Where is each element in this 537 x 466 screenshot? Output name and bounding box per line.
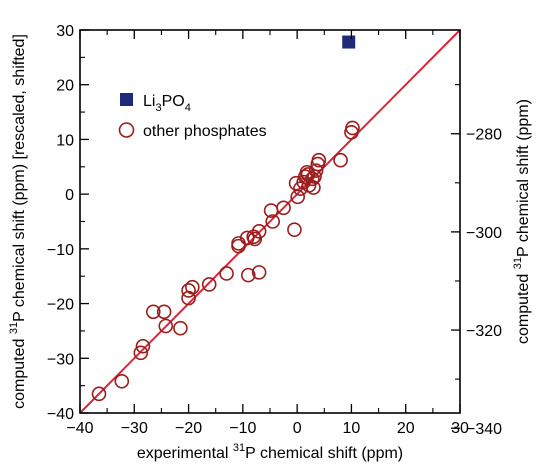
y-tick-label: 0 [65,187,74,204]
y-tick-label: −30 [47,351,74,368]
y2-tick-label: −280 [466,127,502,144]
y-tick-label: −40 [47,406,74,423]
x-tick-label: 30 [451,420,469,437]
axis-ticks: −40 −30 −20 −10 0 10 20 30 −40 −30 −20 −10 0 10 20 30 −2… [47,23,502,438]
data-point-other-phosphate [333,152,348,168]
y-tick-label: 30 [56,23,74,40]
data-points [91,35,360,402]
data-point-other-phosphate [251,265,267,280]
data-point-other-phosphate [173,320,188,336]
data-point-other-phosphate [276,200,291,216]
data-point-other-phosphate [308,163,324,178]
x-tick-label: 20 [397,420,415,437]
data-point-other-phosphate [135,338,151,354]
legend-label-other-phosphates: other phosphates [143,123,267,140]
y-tick-label: 20 [56,78,74,95]
data-point-other-phosphate [345,120,360,136]
data-point-other-phosphate [219,266,234,281]
y-tick-label: −20 [47,297,74,314]
data-point-other-phosphate [181,283,196,298]
legend-label-li3po4: Li3PO4 [143,93,191,114]
secondary-y-axis-label: computed 31P chemical shift (ppm) [512,99,532,344]
y-axis-label: computed 31P chemical shift (ppm) [resca… [8,34,28,409]
x-tick-label: 0 [293,420,302,437]
data-point-other-phosphate [239,230,255,246]
data-point-other-phosphate [145,304,161,320]
data-point-other-phosphate [311,152,327,168]
y-tick-label: −10 [47,242,74,259]
x-tick-label: −20 [175,420,202,437]
legend-marker-li3po4 [120,93,133,106]
data-point-li3po4 [342,35,356,49]
y2-tick-label: −340 [466,421,502,438]
data-point-other-phosphate [287,222,302,238]
fit-line [79,29,461,414]
data-point-other-phosphate [265,214,281,229]
y-tick-label: 10 [56,132,74,149]
data-point-other-phosphate [251,224,267,239]
y2-tick-label: −320 [466,323,502,340]
x-tick-label: −10 [229,420,256,437]
data-point-other-phosphate [158,318,174,334]
data-point-other-phosphate [247,231,263,247]
x-tick-label: −30 [121,420,148,437]
data-point-other-phosphate [290,189,305,205]
x-tick-label: −40 [66,420,93,437]
legend: Li3PO4 other phosphates [118,93,267,140]
data-point-other-phosphate [300,167,316,182]
data-point-other-phosphate [156,304,172,320]
data-point-other-phosphate [133,345,149,361]
data-point-other-phosphate [306,180,321,195]
x-axis-label: experimental 31P chemical shift (ppm) [137,442,403,462]
data-point-other-phosphate [240,267,256,283]
data-point-other-phosphate [114,373,130,389]
legend-marker-other-phosphates [118,122,135,138]
x-tick-label: 10 [343,420,361,437]
data-point-other-phosphate [201,277,217,292]
y2-tick-label: −300 [466,225,502,242]
data-point-other-phosphate [185,279,200,295]
data-point-other-phosphate [91,386,107,402]
data-point-other-phosphate [305,171,320,187]
